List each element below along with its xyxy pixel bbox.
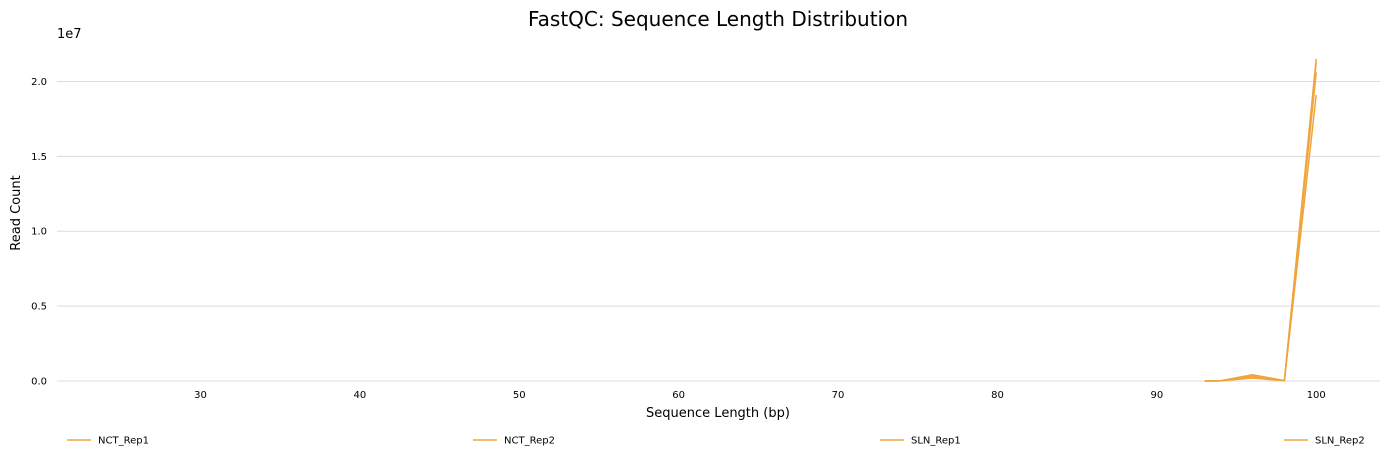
x-tick-label: 50 bbox=[513, 390, 526, 401]
x-tick-labels: 30 40 50 60 70 80 90 100 bbox=[194, 390, 1326, 401]
y-gridlines bbox=[57, 80, 1380, 307]
x-tick-label: 90 bbox=[1150, 390, 1163, 401]
y-tick-labels: 0.0 0.5 1.0 1.5 2.0 bbox=[31, 77, 47, 388]
legend-label: NCT_Rep2 bbox=[504, 436, 555, 447]
y-tick-label: 0.5 bbox=[31, 302, 47, 313]
y-tick-label: 1.5 bbox=[31, 152, 47, 163]
y-tick-label: 0.0 bbox=[31, 377, 47, 388]
y-tick-label: 2.0 bbox=[31, 77, 47, 88]
y-axis-label: Read Count bbox=[9, 175, 24, 250]
series-lines bbox=[1204, 58, 1317, 382]
x-tick-label: 70 bbox=[832, 390, 845, 401]
series-line-sln-rep2 bbox=[1204, 72, 1317, 382]
x-tick-label: 40 bbox=[353, 390, 366, 401]
chart-title: FastQC: Sequence Length Distribution bbox=[528, 7, 908, 31]
legend-label: SLN_Rep1 bbox=[911, 436, 961, 447]
x-tick-label: 60 bbox=[672, 390, 685, 401]
legend-label: SLN_Rep2 bbox=[1315, 436, 1365, 447]
x-tick-label: 100 bbox=[1307, 390, 1326, 401]
legend-label: NCT_Rep1 bbox=[98, 436, 149, 447]
x-tick-label: 80 bbox=[991, 390, 1004, 401]
x-tick-label: 30 bbox=[194, 390, 207, 401]
series-line-nct-rep1 bbox=[1204, 58, 1317, 382]
y-axis-multiplier: 1e7 bbox=[57, 27, 82, 42]
y-tick-label: 1.0 bbox=[31, 227, 47, 238]
x-axis-label: Sequence Length (bp) bbox=[646, 406, 790, 421]
legend: NCT_Rep1 NCT_Rep2 SLN_Rep1 SLN_Rep2 bbox=[67, 436, 1365, 447]
